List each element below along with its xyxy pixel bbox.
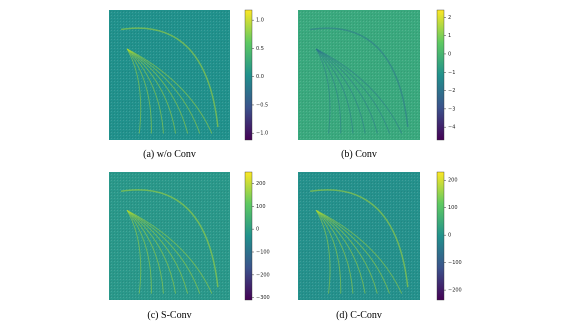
feature-edge: [310, 189, 409, 288]
colorbar-tick-label: −0.5: [256, 102, 268, 108]
feature-edge: [126, 48, 189, 134]
feature-edge: [315, 210, 366, 294]
colorbar-tick-label: 0: [256, 227, 259, 233]
feature-edge: [316, 48, 390, 134]
feature-edge: [126, 48, 142, 134]
colorbar-tick-label: 0.5: [256, 46, 264, 52]
feature-edge: [126, 209, 201, 294]
colorbar-tick-label: −2: [448, 88, 455, 94]
feature-texture: [109, 172, 230, 300]
feature-edge: [315, 210, 354, 294]
caption: (a) w/o Conv: [143, 149, 196, 160]
feature-edge: [126, 48, 201, 134]
colorbar-tick-label: −1.0: [256, 131, 268, 137]
feature-edge: [126, 48, 164, 134]
feature-edge: [126, 48, 177, 134]
colorbar-tick-label: 0: [448, 51, 451, 57]
colorbar-tick-label: 2: [448, 15, 451, 21]
colorbar: [244, 171, 253, 301]
panel: 1.0 0.5 0.0 −0.5 −1.0 (a) w/o Conv: [109, 9, 268, 160]
feature-edge: [315, 210, 331, 294]
caption: (c) S-Conv: [147, 310, 191, 321]
colorbar: [244, 9, 253, 141]
feature-texture: [298, 172, 420, 300]
colorbar-tick-label: 1: [448, 33, 451, 39]
colorbar-tick-label: 100: [448, 205, 458, 211]
colorbar: [436, 171, 445, 301]
colorbar-tick-label: 200: [448, 178, 458, 184]
colorbar-tick-label: −4: [448, 125, 455, 131]
colorbar-tick-label: 0.0: [256, 74, 264, 80]
feature-edge: [315, 48, 331, 134]
colorbar: [436, 9, 445, 141]
feature-edge: [120, 189, 219, 288]
colorbar-tick-label: −100: [448, 260, 462, 266]
panel: 200 100 0 −100 −200 (d) C-Conv: [298, 171, 462, 321]
feature-edge: [126, 210, 142, 294]
colorbar-tick-label: −100: [256, 250, 270, 256]
feature-edge: [126, 209, 189, 294]
feature-edge: [316, 209, 403, 294]
feature-edge: [316, 48, 403, 134]
panel: 200 100 0 −100 −200 −300 (c) S-Conv: [109, 171, 270, 321]
feature-texture: [109, 10, 230, 140]
colorbar-tick-label: −3: [448, 106, 455, 112]
feature-edge: [316, 209, 378, 294]
panel: 2 1 0 −1 −2 −3 −4 (b) Conv: [298, 9, 455, 160]
colorbar-tick-label: −1: [448, 70, 455, 76]
colorbar-tick-label: −300: [256, 295, 270, 301]
colorbar-tick-label: 1.0: [256, 18, 264, 24]
feature-edge: [316, 48, 378, 134]
colorbar-tick-label: 200: [256, 181, 266, 187]
feature-edge: [316, 209, 390, 294]
feature-edge: [126, 210, 177, 294]
caption: (d) C-Conv: [336, 310, 382, 321]
feature-edge: [120, 27, 219, 128]
colorbar-tick-label: 100: [256, 204, 266, 210]
caption: (b) Conv: [341, 149, 377, 160]
feature-edge: [126, 48, 213, 134]
feature-edge: [310, 27, 409, 128]
feature-edge: [126, 210, 152, 294]
feature-edge: [126, 210, 164, 294]
feature-edge: [315, 48, 342, 134]
feature-edge: [315, 210, 342, 294]
feature-edge: [126, 48, 152, 134]
feature-edge: [126, 209, 213, 294]
feature-edge: [315, 48, 366, 134]
colorbar-tick-label: 0: [448, 233, 451, 239]
feature-texture: [298, 10, 420, 140]
colorbar-tick-label: −200: [256, 272, 270, 278]
feature-edge: [315, 48, 354, 134]
colorbar-tick-label: −200: [448, 288, 462, 294]
